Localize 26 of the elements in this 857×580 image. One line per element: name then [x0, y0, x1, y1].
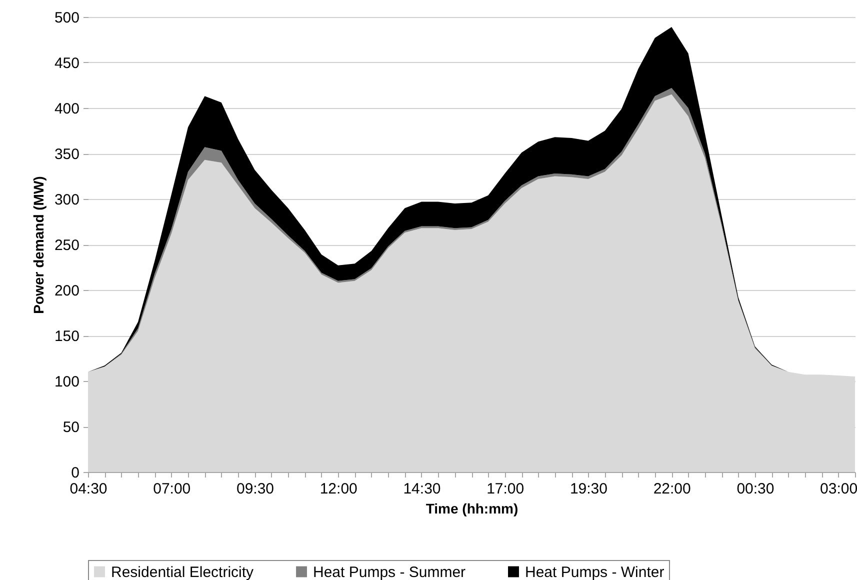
x-tick-label: 12:00: [320, 480, 358, 498]
x-tick-label: 09:30: [236, 480, 274, 498]
x-tick-label: 19:30: [570, 480, 608, 498]
legend-label: Residential Electricity: [111, 564, 254, 580]
x-tick-label: 17:00: [486, 480, 524, 498]
legend-label: Heat Pumps - Winter: [525, 564, 664, 580]
y-axis-title: Power demand (MW): [30, 176, 46, 314]
y-tick-label: 250: [54, 237, 80, 254]
y-tick-label: 350: [54, 146, 80, 163]
y-tick-label: 450: [54, 55, 80, 72]
y-tick-label: 100: [54, 374, 80, 390]
x-tick-label: 04:30: [70, 480, 108, 498]
y-tick-label: 200: [54, 282, 80, 300]
y-tick-label: 0: [71, 464, 80, 482]
y-tick-label: 400: [54, 100, 80, 118]
legend-label: Heat Pumps - Summer: [313, 564, 466, 580]
x-tick-label: 14:30: [403, 480, 441, 498]
x-tick-label: 00:30: [736, 480, 774, 498]
x-tick-label: 22:00: [653, 480, 691, 498]
x-axis-title: Time (hh:mm): [426, 500, 518, 516]
y-tick-label: 300: [54, 192, 80, 208]
y-tick-label: 150: [54, 328, 80, 345]
x-tick-label: 07:00: [153, 480, 191, 498]
x-tick-label: 03:00: [820, 480, 857, 498]
y-tick-label: 50: [62, 419, 80, 436]
y-tick-label: 500: [54, 10, 80, 26]
